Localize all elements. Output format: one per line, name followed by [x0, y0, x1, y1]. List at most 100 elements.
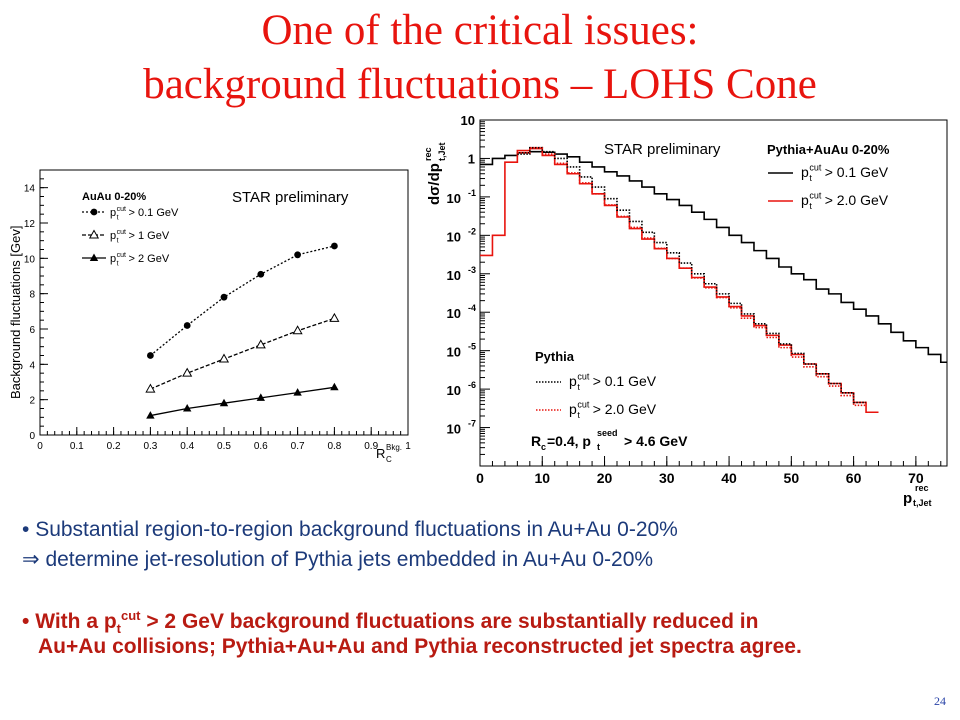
svg-text:cut: cut — [117, 229, 126, 236]
svg-text:10: 10 — [461, 113, 475, 128]
slide-title-line1: One of the critical issues: — [261, 7, 699, 54]
svg-text:10: 10 — [447, 422, 461, 437]
y-tick-label: 14 — [24, 184, 36, 195]
svg-text:> 0.1 GeV: > 0.1 GeV — [825, 164, 889, 180]
data-point — [331, 242, 338, 250]
background-fluctuations-chart: 0 0.1 0.2 0.3 0.4 0.5 0.6 0.7 0.8 0.9 102468101214… — [8, 169, 411, 464]
series-4 — [517, 146, 867, 407]
svg-text:Bkg.: Bkg. — [386, 443, 402, 452]
data-point — [256, 393, 265, 401]
bullet-3-continued: Au+Au collisions; Pythia+Au+Au and Pythi… — [38, 635, 802, 658]
y-tick-label: 6 — [29, 325, 35, 336]
chart-left-xlabel: R C Bkg. — [376, 443, 402, 464]
svg-text:cut: cut — [117, 206, 126, 213]
svg-text:> 2.0 GeV: > 2.0 GeV — [593, 401, 657, 417]
x-tick-label: 0.6 — [254, 441, 268, 452]
svg-text:-2: -2 — [468, 226, 476, 236]
legend-entry-pythia-2: p tcut > 2.0 GeV — [569, 400, 657, 421]
svg-text:cut: cut — [577, 372, 590, 382]
svg-text:seed: seed — [597, 428, 618, 438]
svg-text:10: 10 — [447, 268, 461, 283]
x-tick-label: 10 — [534, 470, 550, 486]
chart-right-annotation: R c =0.4, p t seed > 4.6 GeV — [531, 428, 688, 452]
data-point — [257, 270, 265, 278]
y-tick-label: 10 -3 — [447, 265, 476, 283]
svg-text:p: p — [110, 253, 116, 265]
svg-text:dσ/dp: dσ/dp — [426, 163, 443, 205]
y-tick-label: 10 -5 — [447, 342, 476, 360]
chart-right-xlabel: p t,Jet rec — [903, 483, 932, 508]
x-tick-label: 70 — [908, 470, 924, 486]
svg-text:t: t — [809, 201, 812, 211]
svg-text:10: 10 — [447, 229, 461, 244]
bullet-3: • With a ptcut > 2 GeV background fluctu… — [22, 608, 759, 637]
chart-left-frame — [39, 169, 409, 436]
chart-left-label: STAR preliminary — [232, 189, 349, 206]
data-point — [292, 325, 303, 335]
svg-text:10: 10 — [447, 191, 461, 206]
x-tick-label: 30 — [659, 470, 675, 486]
x-tick-label: 0.3 — [143, 441, 157, 452]
chart-left-ylabel: Background fluctuations [Gev] — [8, 226, 23, 399]
y-tick-label: 10 -2 — [447, 226, 476, 244]
series-1 — [147, 242, 338, 359]
x-tick-label: 0.2 — [107, 441, 121, 452]
y-tick-label: 10 — [24, 254, 36, 265]
svg-text:p: p — [569, 373, 577, 389]
series-line — [150, 317, 335, 390]
x-tick-label: 1 — [405, 441, 411, 452]
svg-text:rec: rec — [423, 147, 433, 161]
legend-header-pythia-auau: Pythia+AuAu 0-20% — [767, 142, 890, 157]
svg-text:t,Jet: t,Jet — [913, 498, 932, 508]
svg-text:t: t — [597, 442, 600, 452]
svg-text:t: t — [117, 237, 119, 244]
series-2 — [145, 312, 340, 393]
legend-header-pythia: Pythia — [535, 349, 575, 364]
svg-text:> 0.1 GeV: > 0.1 GeV — [593, 373, 657, 389]
svg-text:p: p — [110, 230, 116, 242]
chart-left-legend-header: AuAu 0-20% — [82, 191, 146, 203]
data-point — [330, 382, 339, 391]
data-point — [145, 383, 156, 393]
svg-text:cut: cut — [809, 163, 822, 173]
svg-text:1: 1 — [468, 151, 475, 166]
svg-text:cut: cut — [809, 191, 822, 201]
svg-text:-7: -7 — [468, 419, 476, 429]
svg-text:-4: -4 — [468, 303, 476, 313]
legend-marker — [88, 229, 100, 239]
svg-text:t: t — [577, 382, 580, 392]
svg-text:> 2.0 GeV: > 2.0 GeV — [825, 192, 889, 208]
y-tick-label: 10 -6 — [447, 380, 476, 398]
svg-text:p: p — [801, 192, 809, 208]
svg-text:10: 10 — [447, 306, 461, 321]
y-tick-label: 2 — [29, 396, 35, 407]
svg-text:C: C — [386, 455, 392, 464]
data-point — [219, 398, 229, 407]
svg-text:p: p — [903, 490, 912, 507]
x-tick-label: 0.8 — [327, 441, 341, 452]
y-tick-label: 1 — [468, 151, 475, 166]
series-line — [150, 386, 335, 417]
legend-marker — [90, 208, 98, 216]
legend-entry-2: p tcut > 1 GeV — [110, 229, 170, 244]
svg-text:p: p — [569, 401, 577, 417]
data-point — [220, 293, 228, 301]
svg-text:p: p — [110, 207, 116, 219]
x-tick-label: 50 — [784, 470, 800, 486]
y-tick-label: 10 -1 — [447, 188, 476, 206]
x-tick-label: 0 — [476, 470, 484, 486]
data-point — [183, 404, 192, 412]
y-tick-label: 10 -4 — [447, 303, 476, 321]
svg-text:=0.4, p: =0.4, p — [547, 433, 591, 449]
svg-text:-5: -5 — [468, 342, 476, 352]
series-line — [149, 245, 335, 357]
y-tick-label: 10 — [461, 113, 475, 128]
y-tick-label: 12 — [24, 219, 36, 230]
y-tick-label: 8 — [29, 290, 35, 301]
x-tick-label: 0.5 — [217, 441, 231, 452]
data-point — [146, 411, 155, 419]
svg-text:t,Jet: t,Jet — [437, 142, 447, 161]
svg-text:-6: -6 — [468, 380, 476, 390]
data-point — [218, 353, 230, 363]
svg-text:-1: -1 — [468, 188, 476, 198]
